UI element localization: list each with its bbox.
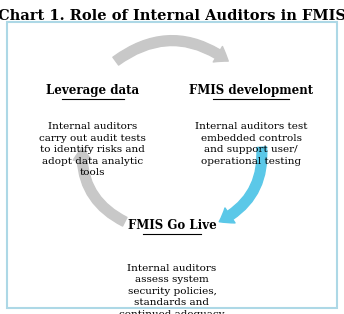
Text: Leverage data: Leverage data xyxy=(46,84,139,97)
Text: Chart 1. Role of Internal Auditors in FMIS: Chart 1. Role of Internal Auditors in FM… xyxy=(0,9,344,24)
Text: Internal auditors
carry out audit tests
to identify risks and
adopt data analyti: Internal auditors carry out audit tests … xyxy=(40,122,146,177)
FancyArrowPatch shape xyxy=(113,35,228,65)
Text: FMIS development: FMIS development xyxy=(189,84,313,97)
Text: Internal auditors
assess system
security policies,
standards and
continued adequ: Internal auditors assess system security… xyxy=(119,264,225,314)
Text: Internal auditors test
embedded controls
and support user/
operational testing: Internal auditors test embedded controls… xyxy=(195,122,308,166)
Text: FMIS Go Live: FMIS Go Live xyxy=(128,219,216,232)
FancyArrowPatch shape xyxy=(219,147,267,223)
FancyArrowPatch shape xyxy=(73,147,127,226)
